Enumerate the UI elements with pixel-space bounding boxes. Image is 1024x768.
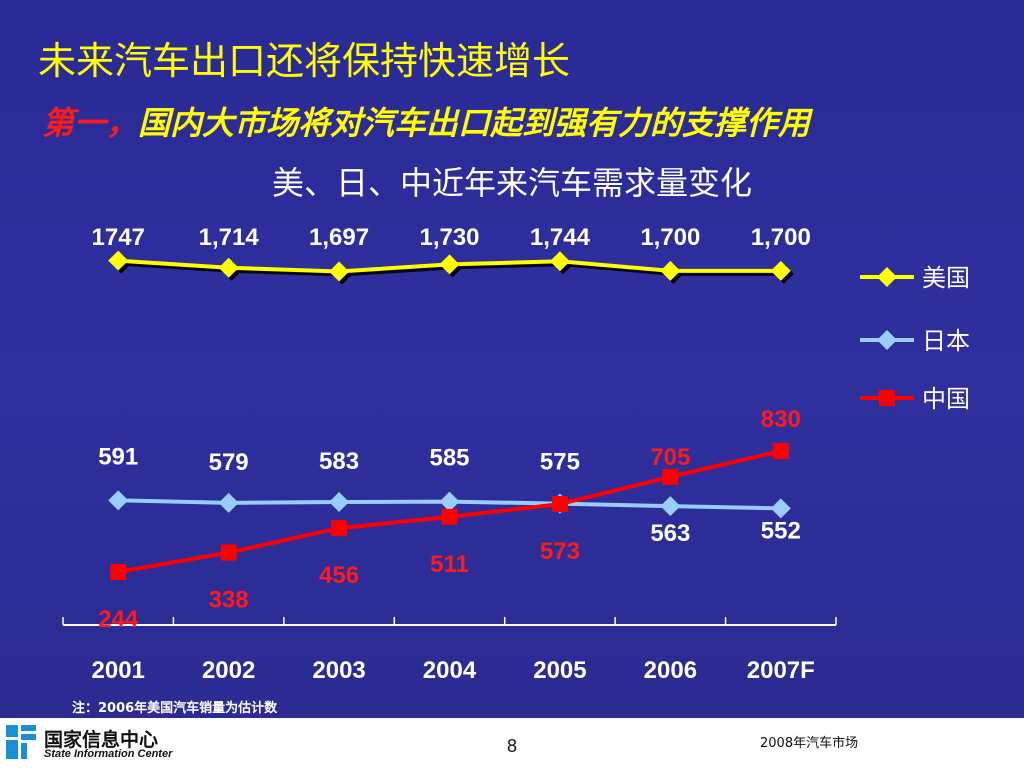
data-label: 338 xyxy=(209,587,249,614)
logo: 国家信息中心 State Information Center xyxy=(6,723,206,763)
data-point xyxy=(441,508,458,525)
footer-bar: 国家信息中心 State Information Center 8 2008年汽… xyxy=(0,718,1024,768)
data-point xyxy=(331,520,348,537)
data-point xyxy=(660,260,681,281)
data-label: 583 xyxy=(319,448,359,475)
x-tick-label: 2004 xyxy=(423,657,477,684)
data-label: 1,700 xyxy=(640,224,700,251)
data-point xyxy=(439,254,460,275)
data-point xyxy=(549,251,570,272)
x-tick-label: 2005 xyxy=(533,657,586,684)
data-point xyxy=(439,491,460,512)
data-label: 830 xyxy=(761,406,801,433)
slide-title: 未来汽车出口还将保持快速增长 xyxy=(38,39,571,83)
data-point xyxy=(660,496,681,517)
data-label: 585 xyxy=(429,445,469,472)
footer-caption: 2008年汽车市场 xyxy=(760,736,859,751)
data-point xyxy=(110,564,127,580)
data-point xyxy=(218,257,239,278)
data-label: 1,697 xyxy=(309,224,369,251)
data-point xyxy=(329,492,350,513)
legend-label: 日本 xyxy=(922,327,970,355)
data-label: 1747 xyxy=(92,224,145,251)
x-axis: 2001 2002 2003 2004 2005 2006 2007F xyxy=(62,617,837,684)
data-label: 591 xyxy=(98,443,138,470)
line-chart: 2001 2002 2003 2004 2005 2006 2007F 1747 1,714 1… xyxy=(62,224,970,684)
series-layer xyxy=(108,250,794,580)
data-point xyxy=(329,261,350,282)
logo-text-cn: 国家信息中心 xyxy=(44,729,159,751)
slide-subtitle: 第一，国内大市场将对汽车出口起到强有力的支撑作用 xyxy=(42,98,810,144)
legend-marker xyxy=(879,390,895,406)
data-label: 552 xyxy=(761,517,801,544)
data-label: 563 xyxy=(650,520,690,547)
data-label: 1,744 xyxy=(530,224,591,251)
data-point xyxy=(108,490,129,511)
data-label: 244 xyxy=(98,606,139,633)
legend-label: 美国 xyxy=(922,264,970,292)
data-label: 456 xyxy=(319,562,359,589)
footnote: 注：2006年美国汽车销量为估计数 xyxy=(72,701,278,716)
chart-title: 美、日、中近年来汽车需求量变化 xyxy=(271,164,752,202)
x-tick-label: 2007F xyxy=(747,657,815,684)
data-point xyxy=(220,544,237,561)
page-number: 8 xyxy=(506,736,517,756)
data-label: 573 xyxy=(540,538,580,565)
data-point xyxy=(108,250,129,271)
data-point xyxy=(770,260,791,281)
x-tick-label: 2001 xyxy=(92,657,145,684)
subtitle-lead: 第一， xyxy=(42,104,139,142)
x-tick-label: 2003 xyxy=(312,657,365,684)
legend-label: 中国 xyxy=(922,385,970,413)
logo-text-en: State Information Center xyxy=(44,748,173,760)
data-point xyxy=(662,468,679,485)
data-label: 575 xyxy=(540,449,580,476)
data-point xyxy=(772,443,789,459)
sic-logo-icon xyxy=(6,725,36,759)
x-tick-label: 2006 xyxy=(644,657,697,684)
data-point xyxy=(770,498,791,519)
data-label: 579 xyxy=(209,449,249,476)
data-label: 1,730 xyxy=(419,224,479,251)
legend-marker xyxy=(877,330,897,350)
data-label: 1,700 xyxy=(751,224,811,251)
subtitle-text: 国内大市场将对汽车出口起到强有力的支撑作用 xyxy=(138,104,811,142)
data-point xyxy=(218,492,239,513)
data-label-layer: 1747 1,714 1,697 1,730 1,744 1,700 1,700 591 579… xyxy=(92,224,811,633)
data-label: 1,714 xyxy=(199,224,260,251)
legend-marker xyxy=(877,267,897,287)
data-point xyxy=(551,496,568,513)
data-label: 511 xyxy=(430,551,469,578)
x-tick-label: 2002 xyxy=(202,657,255,684)
data-label: 705 xyxy=(650,444,690,471)
